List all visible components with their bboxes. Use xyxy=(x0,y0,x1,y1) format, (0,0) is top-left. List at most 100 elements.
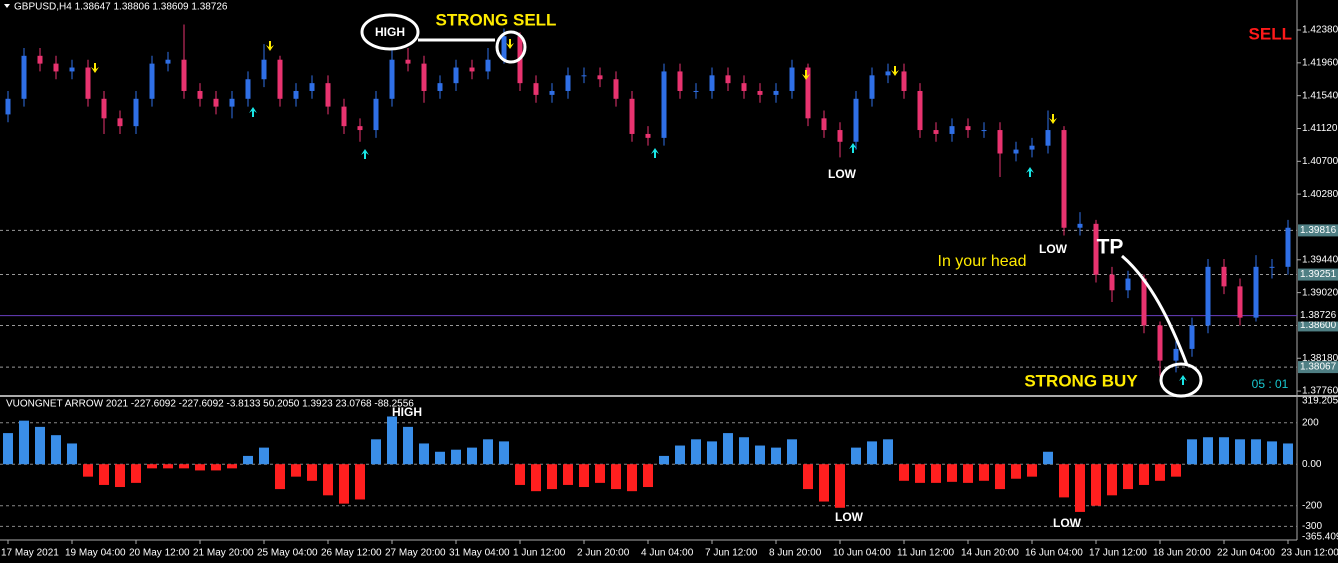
x-tick-label: 1 Jun 12:00 xyxy=(513,548,566,559)
x-tick-label: 16 Jun 04:00 xyxy=(1025,548,1083,559)
drawn-line xyxy=(1121,254,1189,366)
annotation: LOW xyxy=(1053,516,1082,530)
x-tick-label: 26 May 12:00 xyxy=(321,548,382,559)
x-tick-label: 4 Jun 04:00 xyxy=(641,548,694,559)
histogram-bar xyxy=(531,464,541,492)
histogram-bar xyxy=(3,433,13,465)
candle-body xyxy=(101,98,107,119)
candle-body xyxy=(1061,130,1067,228)
candle-body xyxy=(949,126,955,134)
histogram-bar xyxy=(435,451,445,465)
candle-body xyxy=(437,83,443,91)
symbol-header: GBPUSD,H4 1.38647 1.38806 1.38609 1.3872… xyxy=(14,2,228,13)
histogram-bar xyxy=(867,441,877,465)
candle-body xyxy=(917,90,923,131)
candle-body xyxy=(277,59,283,99)
candle-body xyxy=(357,126,363,131)
x-tick-label: 11 Jun 12:00 xyxy=(897,548,955,559)
level-label: 1.39251 xyxy=(1300,269,1337,280)
y-tick-label: 1.39020 xyxy=(1302,287,1338,298)
candle-body xyxy=(997,130,1003,154)
x-tick-label: 27 May 20:00 xyxy=(385,548,446,559)
level-label: 1.38067 xyxy=(1300,362,1337,373)
candle-body xyxy=(645,133,651,138)
x-tick-label: 19 May 04:00 xyxy=(65,548,126,559)
drawn-circle xyxy=(495,30,527,64)
histogram-bar xyxy=(611,464,621,490)
y-tick-label: -300 xyxy=(1302,521,1322,532)
histogram-bar xyxy=(259,447,269,465)
candle-body xyxy=(565,75,571,91)
candle-body xyxy=(1045,130,1051,146)
histogram-bar xyxy=(1091,464,1101,506)
histogram-bar xyxy=(147,464,157,469)
level-tag xyxy=(1298,319,1338,332)
histogram-bar xyxy=(1059,464,1069,498)
x-tick-label: 20 May 12:00 xyxy=(129,548,190,559)
level-tag xyxy=(1298,361,1338,374)
candle-body xyxy=(229,98,235,107)
candle-body xyxy=(1125,278,1131,291)
level-label: 1.39816 xyxy=(1300,225,1337,236)
histogram-bar xyxy=(339,464,349,504)
candle-body xyxy=(661,71,667,138)
candle-body xyxy=(965,126,971,131)
candle-body xyxy=(293,90,299,99)
candle-body xyxy=(725,75,731,84)
x-tick-label: 22 Jun 04:00 xyxy=(1217,548,1275,559)
candle-body xyxy=(341,106,347,127)
candle-body xyxy=(5,98,11,115)
histogram-bar xyxy=(1123,464,1133,490)
x-tick-label: 18 Jun 20:00 xyxy=(1153,548,1211,559)
histogram-bar xyxy=(915,464,925,483)
candle-body xyxy=(757,90,763,95)
histogram-bar xyxy=(291,464,301,477)
histogram-bar xyxy=(115,464,125,488)
histogram-bar xyxy=(739,437,749,465)
annotation: STRONG SELL xyxy=(436,10,557,29)
x-tick-label: 2 Jun 20:00 xyxy=(577,548,630,559)
histogram-bar xyxy=(1043,451,1053,465)
histogram-bar xyxy=(1011,464,1021,479)
histogram-bar xyxy=(691,439,701,465)
candle-body xyxy=(181,59,187,91)
histogram-bar xyxy=(1283,443,1293,465)
histogram-bar xyxy=(1075,464,1085,512)
candle-body xyxy=(1269,266,1275,268)
annotation: LOW xyxy=(1039,242,1068,256)
candle-body xyxy=(533,83,539,95)
histogram-bar xyxy=(979,464,989,481)
candle-body xyxy=(837,130,843,142)
menu-triangle[interactable] xyxy=(4,4,10,8)
candle-body xyxy=(85,67,91,99)
candle-body xyxy=(549,90,555,95)
histogram-bar xyxy=(803,464,813,490)
histogram-bar xyxy=(355,464,365,500)
histogram-bar xyxy=(835,464,845,508)
candle-body xyxy=(933,130,939,134)
candle-body xyxy=(677,71,683,91)
histogram-bar xyxy=(83,464,93,477)
histogram-bar xyxy=(707,441,717,465)
level-label: 1.38600 xyxy=(1300,320,1337,331)
indicator-header: VUONGNET ARROW 2021 -227.6092 -227.6092 … xyxy=(6,399,414,410)
candle-body xyxy=(741,83,747,91)
candle-body xyxy=(501,36,507,60)
histogram-bar xyxy=(211,464,221,471)
candle-body xyxy=(693,90,699,92)
y-tick-label: 0.00 xyxy=(1302,459,1322,470)
histogram-bar xyxy=(499,441,509,465)
candle-body xyxy=(1029,145,1035,150)
histogram-bar xyxy=(307,464,317,481)
histogram-bar xyxy=(995,464,1005,490)
candle-body xyxy=(53,63,59,72)
candle-body xyxy=(133,98,139,127)
candle-body xyxy=(773,90,779,95)
drawn-circle xyxy=(1159,362,1203,398)
candle-body xyxy=(213,98,219,107)
candle-body xyxy=(1189,325,1195,349)
candle-body xyxy=(405,59,411,64)
x-tick-label: 23 Jun 12:00 xyxy=(1281,548,1338,559)
